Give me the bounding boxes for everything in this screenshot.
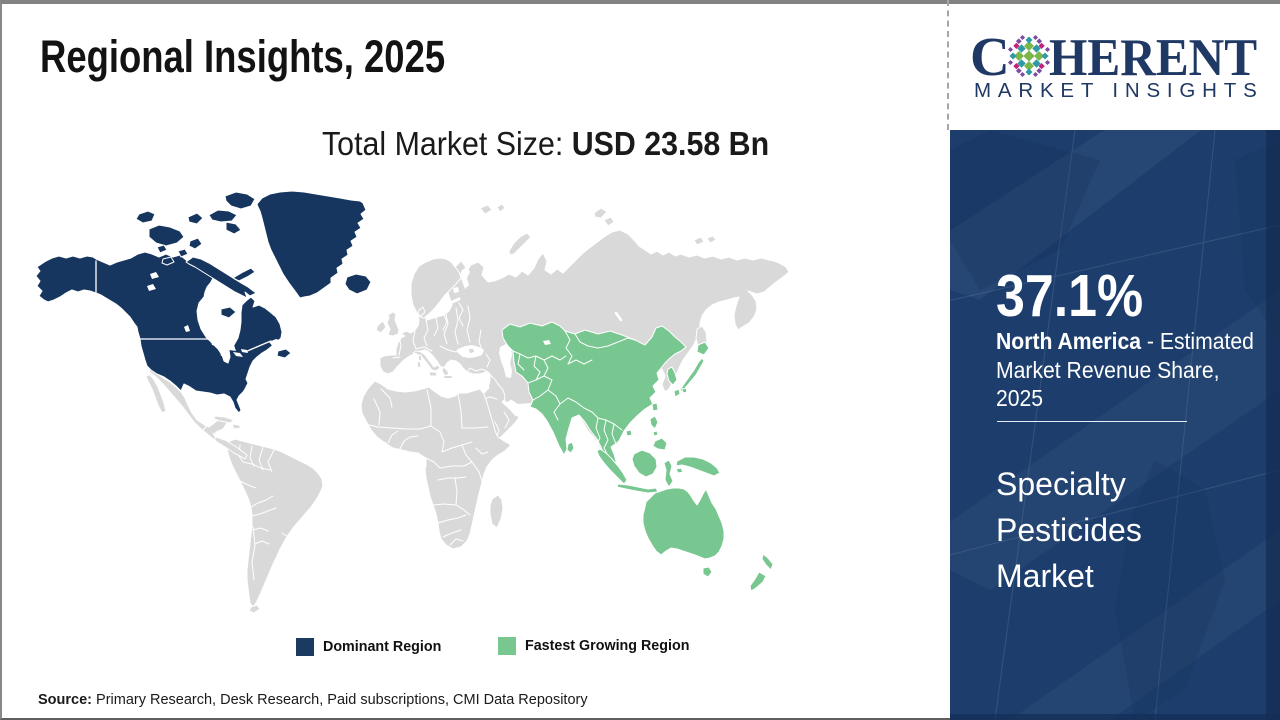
svg-text:C: C <box>970 27 1010 87</box>
svg-text:HERENT: HERENT <box>1049 28 1257 87</box>
svg-text:MARKET INSIGHTS: MARKET INSIGHTS <box>974 79 1264 99</box>
